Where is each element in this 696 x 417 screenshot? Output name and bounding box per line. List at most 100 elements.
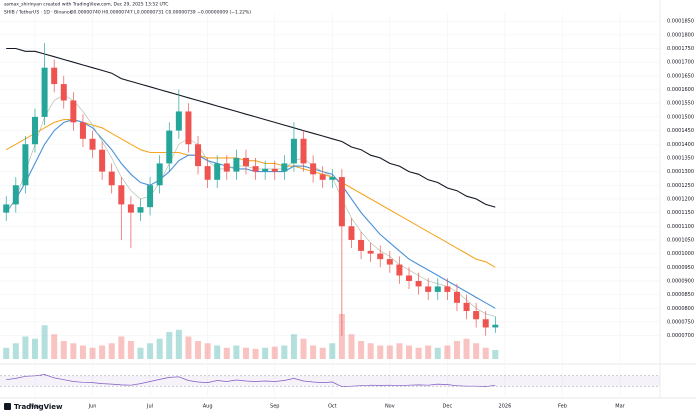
moving-average-line [5,119,496,309]
candle-body [444,286,451,292]
candle-body [319,174,326,180]
volume-bar [32,338,38,359]
volume-bar [233,345,240,359]
volume-bar [463,338,470,359]
ohlc-text: O0.00000740 H0.00000747 L0.00000731 C0.0… [70,10,251,16]
y-tick-label: 0.0000800 [667,306,694,312]
y-tick-label: 0.0001550 [667,101,694,107]
x-tick-label: May [30,404,40,410]
candle-body [156,163,163,186]
volume-bar [60,341,67,359]
candle-body [473,311,480,320]
y-tick-label: 0.0001150 [667,210,694,216]
candle-body [22,144,29,186]
volume-bar [137,347,144,359]
y-tick-label: 0.0001500 [667,114,694,120]
candle-body [406,275,413,281]
volume-bar [281,345,288,359]
candle-body [147,185,154,208]
volume-bar [434,347,441,359]
candle-body [79,122,86,139]
volume-bar [204,343,211,359]
volume-bar [214,345,221,359]
y-tick-label: 0.0001400 [667,142,694,148]
volume-bar [377,345,384,359]
y-tick-label: 0.0001350 [667,155,694,161]
volume-bar [415,347,422,359]
x-tick-label: Oct [328,404,337,410]
x-tick-label: Mar [615,404,625,410]
candle-body [32,116,38,145]
candle-body [60,84,67,101]
candle-body [262,168,269,172]
candle-body [195,144,202,167]
volume-bar [319,347,326,359]
volume-bar [482,347,489,359]
x-tick-label: Nov [385,404,395,410]
logo-icon [4,403,11,410]
candle-body [358,239,365,251]
candle-body [425,286,432,292]
volume-bar [147,343,154,359]
candle-body [233,157,240,172]
y-tick-label: 0.0000950 [667,265,694,271]
volume-bar [262,347,269,359]
x-tick-label: Dec [443,404,453,410]
volume-bar [242,347,249,359]
candle-body [348,226,355,240]
candle-body [377,253,384,260]
volume-bar [386,345,393,359]
rsi-line [6,374,496,388]
candle-body [99,149,106,172]
moving-average-line [6,47,496,208]
volume-bar [185,336,192,359]
candle-body [12,185,19,205]
y-tick-label: 0.0001850 [667,19,694,25]
candle-body [242,157,249,167]
volume-bar [425,345,432,359]
volume-bar [473,343,480,359]
candle-body [223,163,230,172]
candle-body [415,280,422,287]
y-tick-label: 0.0001600 [667,87,694,93]
volume-bar [396,343,403,359]
candle-body [434,286,441,292]
moving-average-line [5,119,496,268]
volume-bar [89,347,96,359]
y-tick-label: 0.0000750 [667,319,694,325]
volume-bar [41,325,48,359]
volume-bar [348,334,355,359]
volume-bar [3,347,10,359]
candle-body [51,67,58,85]
y-tick-label: 0.0001250 [667,183,694,189]
volume-bar [338,314,345,359]
volume-bar [166,332,173,359]
y-tick-label: 0.0001050 [667,237,694,243]
candle-body [166,130,173,164]
candle-body [89,138,96,150]
volume-bar [99,345,106,359]
candle-body [271,168,278,172]
candle-body [252,166,259,172]
candle-body [310,163,317,175]
volume-bar [310,345,317,359]
volume-bar [127,341,134,359]
volume-bar [79,345,86,359]
y-tick-label: 0.0001000 [667,251,694,257]
volume-bar [492,350,499,359]
volume-bar [70,343,77,359]
volume-bar [12,343,19,359]
volume-bar [108,343,115,359]
y-tick-label: 0.0001750 [667,46,694,52]
y-tick-label: 0.0001200 [667,196,694,202]
candle-body [482,319,489,328]
candle-body [300,138,307,164]
volume-bar [175,329,182,359]
volume-bar [453,341,460,359]
y-tick-label: 0.0000700 [667,333,694,339]
candle-body [175,111,182,131]
volume-bar [367,343,374,359]
candle-body [329,177,336,180]
volume-bar [252,348,259,359]
